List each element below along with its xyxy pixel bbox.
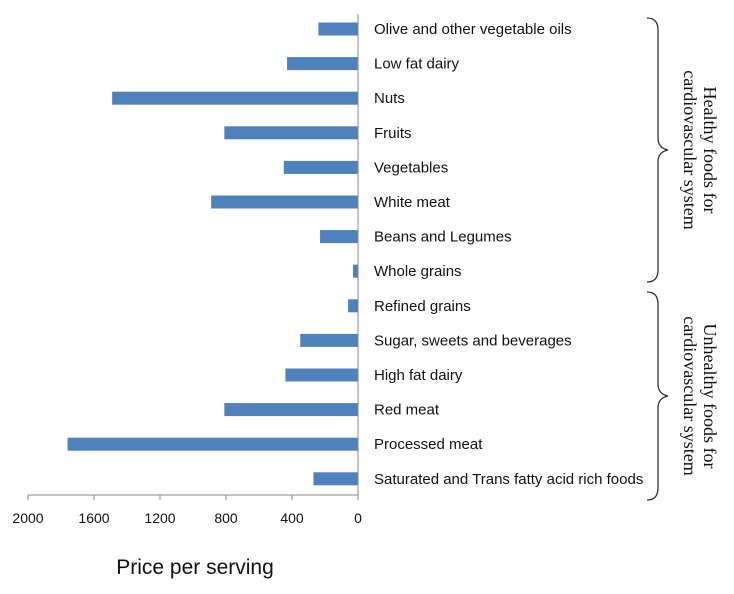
bar bbox=[318, 22, 358, 36]
bar bbox=[67, 437, 358, 451]
group-label-line: Healthy foods for bbox=[700, 87, 720, 214]
category-label: Saturated and Trans fatty acid rich food… bbox=[374, 471, 643, 488]
x-axis-title: Price per serving bbox=[116, 556, 274, 579]
category-label: Vegetables bbox=[374, 159, 448, 176]
category-label: Whole grains bbox=[374, 263, 462, 280]
x-tick-label: 2000 bbox=[12, 510, 43, 526]
category-labels-group: Olive and other vegetable oils Low fat da… bbox=[374, 21, 643, 488]
bar bbox=[211, 195, 358, 209]
category-label: Beans and Legumes bbox=[374, 229, 512, 246]
bar bbox=[320, 230, 358, 244]
category-label: Nuts bbox=[374, 90, 405, 107]
bar bbox=[348, 299, 358, 313]
x-tick-label: 1200 bbox=[144, 510, 175, 526]
bar bbox=[300, 333, 358, 347]
x-tick-label: 400 bbox=[280, 510, 304, 526]
bar bbox=[313, 472, 358, 486]
bars-group bbox=[67, 22, 359, 486]
x-tick-label: 0 bbox=[354, 510, 362, 526]
category-label: White meat bbox=[374, 194, 451, 211]
category-label: Refined grains bbox=[374, 298, 471, 315]
unhealthy-group-label: Unhealthy foods forcardiovascular system bbox=[680, 316, 720, 475]
healthy-group-label: Healthy foods forcardiovascular system bbox=[680, 70, 720, 229]
bar bbox=[353, 264, 358, 278]
category-label: Sugar, sweets and beverages bbox=[374, 332, 572, 349]
category-label: Low fat dairy bbox=[374, 56, 460, 73]
bar bbox=[287, 57, 358, 71]
group-label-line: Unhealthy foods for bbox=[700, 324, 720, 469]
category-label: Red meat bbox=[374, 402, 440, 419]
group-label-line: cardiovascular system bbox=[680, 316, 700, 475]
unhealthy-bracket bbox=[646, 291, 669, 501]
category-label: High fat dairy bbox=[374, 367, 463, 384]
group-labels: Healthy foods forcardiovascular systemUn… bbox=[680, 70, 720, 475]
bar bbox=[224, 403, 358, 417]
category-label: Fruits bbox=[374, 125, 412, 142]
x-tick-label: 800 bbox=[214, 510, 238, 526]
group-label-line: cardiovascular system bbox=[680, 70, 700, 229]
healthy-bracket bbox=[646, 17, 669, 283]
bar bbox=[283, 160, 358, 174]
bar bbox=[285, 368, 358, 382]
x-tick-label: 1600 bbox=[78, 510, 109, 526]
bar bbox=[112, 91, 359, 105]
category-label: Olive and other vegetable oils bbox=[374, 21, 572, 38]
x-ticks-group: 2000 1600 1200 800 400 0 bbox=[12, 495, 362, 526]
axes-group bbox=[28, 14, 359, 496]
bar bbox=[224, 126, 358, 140]
category-label: Processed meat bbox=[374, 436, 483, 453]
group-brackets bbox=[646, 17, 669, 501]
